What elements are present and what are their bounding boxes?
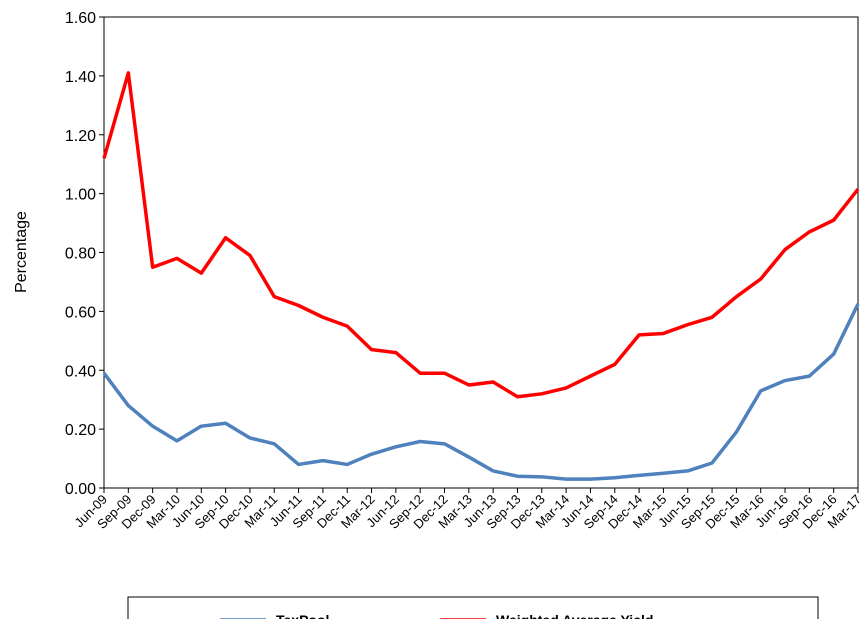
legend-label: Weighted Average Yield bbox=[496, 612, 653, 619]
y-tick-label: 0.20 bbox=[65, 422, 96, 439]
y-tick-label: 1.60 bbox=[65, 10, 96, 27]
y-tick-label: 0.40 bbox=[65, 363, 96, 380]
y-tick-label: 0.00 bbox=[65, 481, 96, 498]
y-tick-label: 1.40 bbox=[65, 69, 96, 86]
series-line bbox=[102, 71, 860, 399]
legend-box bbox=[127, 596, 819, 619]
y-tick-label: 0.80 bbox=[65, 246, 96, 263]
y-tick-label: 0.60 bbox=[65, 304, 96, 321]
series-line bbox=[102, 303, 860, 481]
y-tick-label: 1.20 bbox=[65, 128, 96, 145]
y-axis-label: Percentage bbox=[13, 211, 30, 293]
legend-label: TexPool bbox=[276, 612, 329, 619]
y-tick-label: 1.00 bbox=[65, 187, 96, 204]
